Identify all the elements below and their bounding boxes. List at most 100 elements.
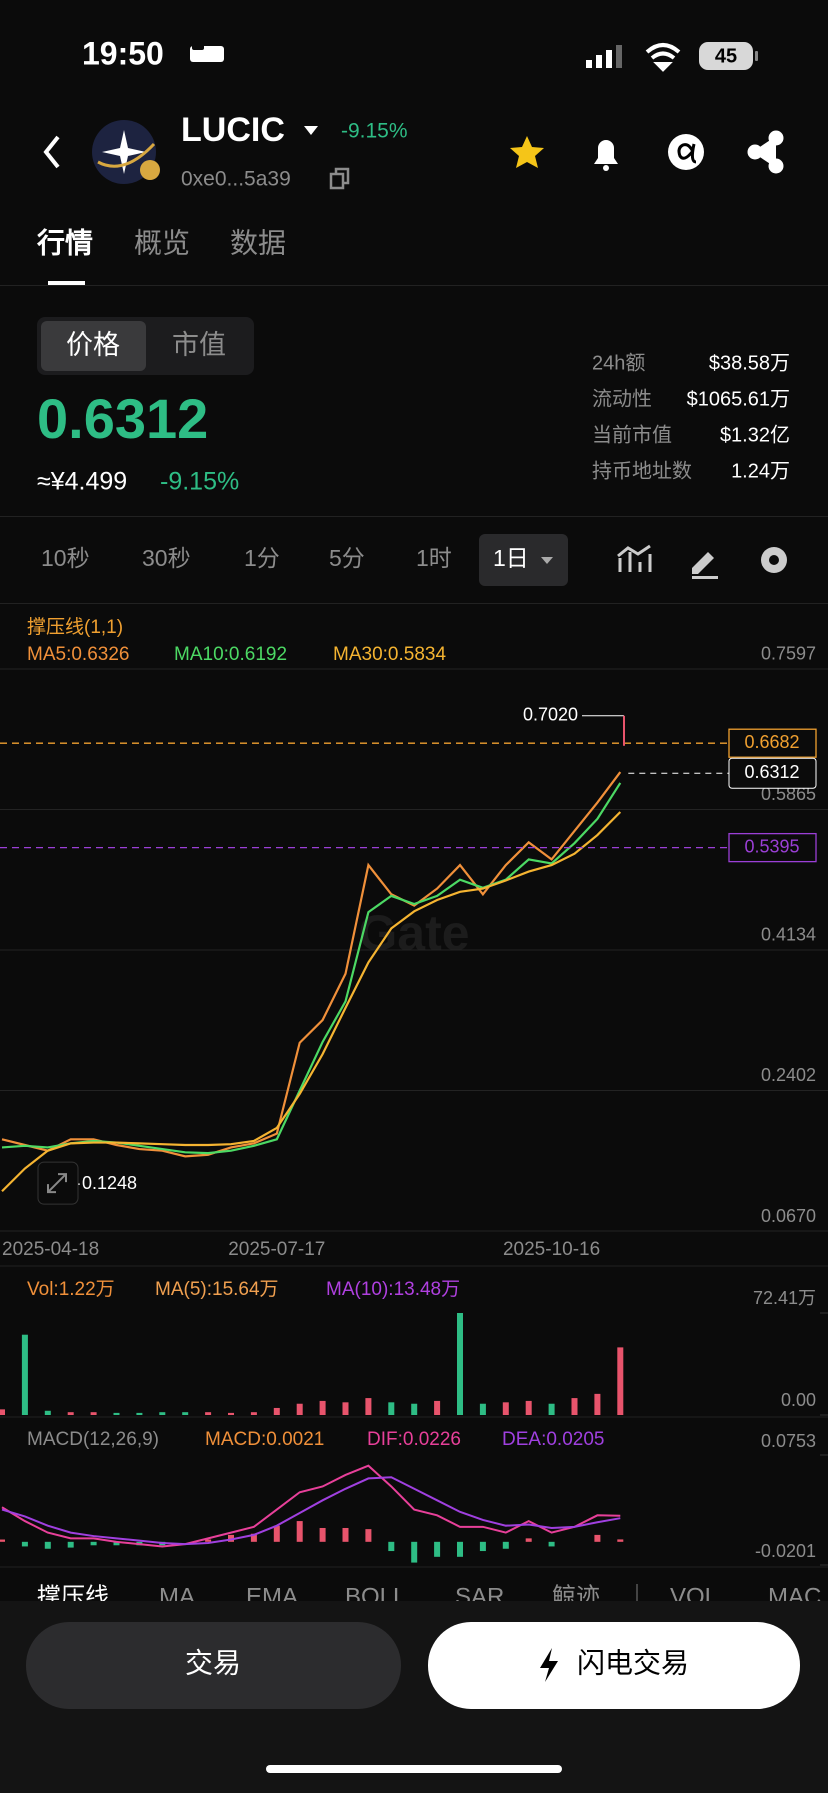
volume-bar xyxy=(594,1393,601,1415)
macd-bar xyxy=(502,1541,509,1549)
token-symbol[interactable]: LUCIC xyxy=(181,111,285,149)
macd-bar xyxy=(365,1529,372,1542)
volume-bar xyxy=(159,1412,166,1415)
macd-bar xyxy=(21,1541,28,1547)
stat-value: $1065.61万 xyxy=(687,388,790,410)
volume-bar xyxy=(205,1412,212,1415)
share-icon[interactable] xyxy=(747,130,784,174)
back-button[interactable] xyxy=(43,135,60,169)
macd-bar xyxy=(525,1538,532,1542)
divider xyxy=(0,516,828,517)
legend-entry: MA5:0.6326 xyxy=(27,644,129,665)
alert-bell[interactable] xyxy=(594,140,618,171)
tab[interactable]: 数据 xyxy=(230,227,286,258)
macd-bar xyxy=(228,1534,234,1542)
y-tick-label: 0.4134 xyxy=(761,925,816,945)
tab-underline xyxy=(48,281,85,285)
toggle-option[interactable]: 市值 xyxy=(172,330,226,360)
legend-entry: MACD:0.0021 xyxy=(205,1429,324,1450)
settings-icon[interactable] xyxy=(761,547,787,573)
high-label: 0.7020 xyxy=(523,705,578,725)
draw-icon[interactable] xyxy=(692,552,718,579)
flash-icon xyxy=(540,1648,558,1682)
bed-icon xyxy=(190,42,224,62)
divider xyxy=(0,603,828,604)
indicator-icon[interactable] xyxy=(617,544,652,572)
symbol-dropdown[interactable] xyxy=(304,126,318,135)
price-cny: ≈¥4.499 xyxy=(37,468,127,496)
legend-entry: MA(10):13.48万 xyxy=(326,1279,460,1300)
macd-bar xyxy=(67,1541,74,1548)
macd-bar xyxy=(479,1541,486,1552)
legend-entry: MA30:0.5834 xyxy=(333,644,446,665)
interval[interactable]: 30秒 xyxy=(142,545,191,571)
series-line xyxy=(1,1476,621,1546)
macd-bar xyxy=(434,1541,441,1557)
macd-bar xyxy=(319,1527,326,1542)
interval[interactable]: 5分 xyxy=(329,545,365,571)
y-tick-label: 0.7597 xyxy=(761,644,816,664)
y-tick-label: 0.2402 xyxy=(761,1065,816,1085)
volume-bar xyxy=(21,1334,28,1415)
current-price: 0.6312 xyxy=(37,387,208,450)
volume-bar xyxy=(136,1412,143,1415)
y-tick-label: 0.0670 xyxy=(761,1206,816,1226)
trade-button-label[interactable]: 交易 xyxy=(185,1647,241,1678)
volume-bar xyxy=(571,1398,578,1415)
stat-label: 流动性 xyxy=(592,387,652,410)
stat-value: $1.32亿 xyxy=(720,423,790,446)
home-indicator xyxy=(266,1765,562,1773)
y-tick-label: 0.0753 xyxy=(761,1431,816,1451)
trade-button[interactable] xyxy=(26,1622,401,1709)
legend-entry: MA(5):15.64万 xyxy=(155,1279,279,1300)
volume-bar xyxy=(479,1403,486,1415)
interval[interactable]: 1日 xyxy=(493,545,529,571)
macd-bar xyxy=(205,1539,212,1542)
volume-bar xyxy=(250,1412,257,1415)
interval-selected xyxy=(479,534,568,586)
interval[interactable]: 1时 xyxy=(416,545,452,571)
volume-bar xyxy=(319,1400,326,1415)
y-tick-label: 0.00 xyxy=(781,1390,816,1410)
interval[interactable]: 1分 xyxy=(244,545,280,571)
macd-bar xyxy=(0,1539,5,1542)
toggle-option[interactable]: 价格 xyxy=(66,330,120,360)
series-line xyxy=(1,1464,621,1548)
y-tick-label: 0.5865 xyxy=(761,784,816,804)
volume-bar xyxy=(617,1347,624,1415)
flash-trade-label[interactable]: 闪电交易 xyxy=(577,1647,689,1678)
stat-label: 24h额 xyxy=(592,351,645,374)
volume-bar xyxy=(548,1403,555,1415)
wifi-icon xyxy=(645,43,681,72)
interval-dropdown[interactable] xyxy=(541,557,553,564)
volume-bar xyxy=(502,1402,509,1415)
tab[interactable]: 概览 xyxy=(134,227,190,258)
alpha-icon[interactable] xyxy=(668,134,704,170)
favorite-star[interactable] xyxy=(510,136,544,168)
volume-bar xyxy=(365,1398,372,1415)
macd-bar xyxy=(548,1541,555,1547)
volume-bar xyxy=(182,1412,189,1415)
expand-button[interactable] xyxy=(37,1161,79,1205)
stat-label: 当前市值 xyxy=(592,423,672,446)
macd-bar xyxy=(617,1539,624,1542)
macd-bar xyxy=(90,1541,97,1546)
macd-bar xyxy=(44,1541,51,1549)
x-tick-label: 2025-07-17 xyxy=(228,1239,325,1260)
volume-bar xyxy=(228,1412,234,1415)
copy-icon[interactable] xyxy=(329,167,350,190)
interval[interactable]: 10秒 xyxy=(41,545,90,571)
tab[interactable]: 行情 xyxy=(36,226,93,258)
macd-bar xyxy=(594,1534,601,1542)
macd-bar xyxy=(411,1541,418,1563)
flash-trade-button[interactable] xyxy=(428,1622,800,1709)
current-price-box xyxy=(728,757,817,789)
macd-bar xyxy=(457,1541,463,1557)
macd-bar xyxy=(273,1525,280,1542)
y-tick-label: 72.41万 xyxy=(753,1288,816,1308)
level-box xyxy=(728,728,817,758)
chart-title: MACD(12,26,9) xyxy=(27,1429,159,1450)
